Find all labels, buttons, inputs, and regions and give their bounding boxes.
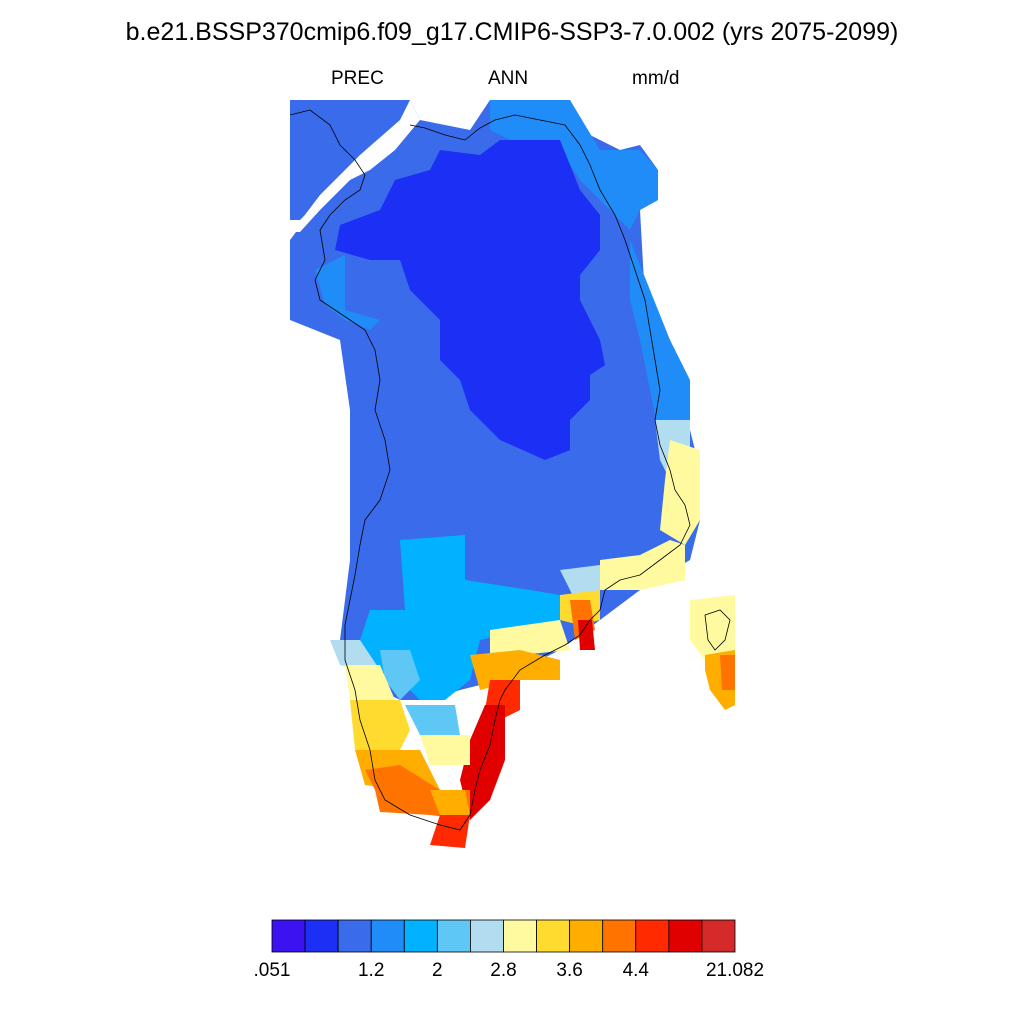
colorbar-tick-label: 21.082 <box>705 960 765 981</box>
field-tip-pale <box>405 705 460 735</box>
colorbar-swatch-3 <box>370 919 405 953</box>
colorbar-swatch-0 <box>271 919 306 953</box>
colorbar-swatch-7 <box>503 919 537 953</box>
field-nw-patch <box>290 100 400 220</box>
map-gaps <box>292 100 660 232</box>
colorbar-swatch-2 <box>337 919 372 953</box>
colorbar-swatch-13 <box>701 919 736 953</box>
field-se-cream <box>600 540 685 590</box>
field-tip-yellow <box>350 700 410 750</box>
field-tip-orange2 <box>430 790 470 815</box>
colorbar-swatch-12 <box>668 919 703 953</box>
colorbar-swatch-9 <box>569 919 604 953</box>
field-south-cream <box>490 620 570 655</box>
colorbar-swatch-11 <box>635 919 670 953</box>
season-label: ANN <box>488 68 529 89</box>
coastline <box>289 109 731 831</box>
field-tip-cream <box>345 665 395 710</box>
field-tip-cream2 <box>420 735 470 765</box>
colorbar-swatch-5 <box>436 919 471 953</box>
colorbar-swatch-4 <box>403 919 438 953</box>
colorbar-tick-label: 1.2 <box>357 960 385 981</box>
variable-label: PREC <box>331 68 384 89</box>
colorbar <box>271 919 736 953</box>
field-tip-red <box>430 815 470 848</box>
field-pale-band <box>330 640 380 670</box>
colorbar-swatch-8 <box>536 919 571 953</box>
field-lighter-patch <box>380 650 420 700</box>
field-east-island-deep <box>720 655 735 690</box>
colorbar-tick-label: 4.4 <box>622 960 649 981</box>
field-darkest-core <box>335 140 605 460</box>
field-east-island <box>690 595 735 660</box>
gap-north-channel <box>292 100 420 232</box>
field-south-red <box>578 620 595 650</box>
gap-east-notch <box>640 145 660 170</box>
field-east-cream <box>660 440 700 545</box>
field-west-fringe <box>315 255 380 330</box>
map-fields <box>290 100 735 848</box>
colorbar-tick-label: .051 <box>253 960 291 981</box>
colorbar-tick-label: 2.8 <box>490 960 517 981</box>
coastline-main <box>289 109 691 831</box>
colorbar-swatch-6 <box>470 919 504 953</box>
colorbar-tick-label: 2 <box>432 960 443 981</box>
colorbar-tick-label: 3.6 <box>556 960 583 981</box>
colorbar-swatch-1 <box>304 919 339 953</box>
coastline-island <box>704 609 731 651</box>
plot-title: b.e21.BSSP370cmip6.f09_g17.CMIP6-SSP3-7.… <box>125 18 899 46</box>
units-label: mm/d <box>632 68 680 89</box>
colorbar-swatch-10 <box>602 919 637 953</box>
field-mid-ring <box>490 100 658 230</box>
field-coast-red <box>460 705 505 820</box>
colorbar-labels: .051 1.2 2 2.8 3.6 4.4 21.082 <box>0 960 1024 990</box>
field-east-mid <box>630 240 690 440</box>
